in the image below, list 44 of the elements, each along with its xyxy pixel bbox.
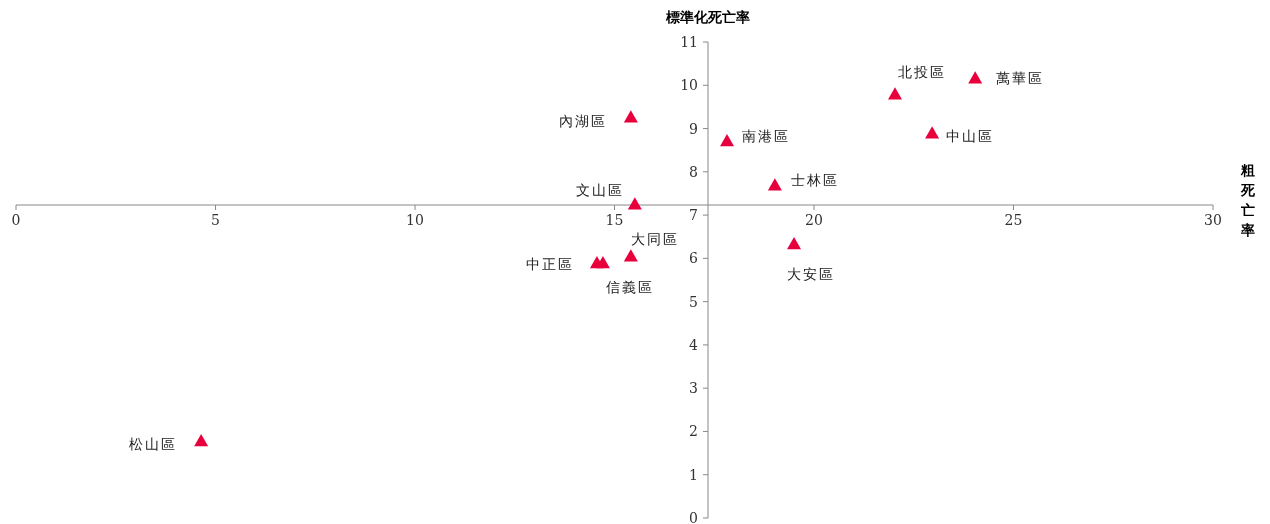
point [623, 110, 638, 123]
point [888, 87, 902, 100]
y-tick-label: 1 [689, 466, 698, 483]
x-tick-label: 5 [211, 212, 220, 228]
x-tick-label: 0 [11, 212, 21, 228]
annotation: 內湖區 [558, 113, 607, 130]
y-tick-label: 7 [689, 207, 698, 224]
annotation: 大安區 [787, 266, 836, 283]
annotation: 大同區 [630, 231, 679, 248]
y-axis-title: 標準化死亡率 [665, 9, 750, 25]
y-tick-label: 5 [689, 293, 698, 310]
annotation: 文山區 [575, 182, 624, 199]
annotation: 萬華區 [996, 70, 1045, 87]
y-tick-label: 10 [680, 77, 698, 94]
annotation: 中山區 [946, 128, 995, 145]
x-tick-label: 30 [1204, 212, 1222, 228]
x-tick-label: 15 [605, 212, 624, 228]
annotation: 松山區 [129, 435, 178, 452]
y-tick-label: 8 [689, 163, 698, 180]
y-tick-label: 9 [689, 120, 698, 137]
annotation: 中正區 [525, 256, 574, 273]
point [767, 178, 782, 191]
y-tick-label: 4 [689, 336, 699, 353]
y-tick-label: 2 [689, 423, 698, 440]
annotation: 信義區 [605, 279, 654, 296]
point [787, 237, 802, 250]
point [925, 126, 940, 139]
y-tick-label: 11 [680, 34, 698, 50]
x-tick-label: 10 [406, 212, 424, 228]
point [968, 71, 983, 84]
y-tick-label: 3 [689, 380, 698, 397]
x-tick-label: 25 [1004, 212, 1023, 228]
annotation: 北投區 [898, 64, 946, 81]
x-axis-title: 粗死亡率 [1240, 162, 1256, 238]
y-tick-label: 0 [689, 510, 698, 524]
point [194, 433, 209, 447]
point [595, 256, 610, 269]
annotation: 士林區 [790, 172, 839, 189]
x-tick-label: 20 [805, 212, 823, 228]
y-tick-label: 6 [689, 250, 699, 267]
annotation: 南港區 [742, 128, 791, 145]
point [623, 249, 638, 262]
point [627, 197, 642, 210]
point [720, 134, 735, 147]
